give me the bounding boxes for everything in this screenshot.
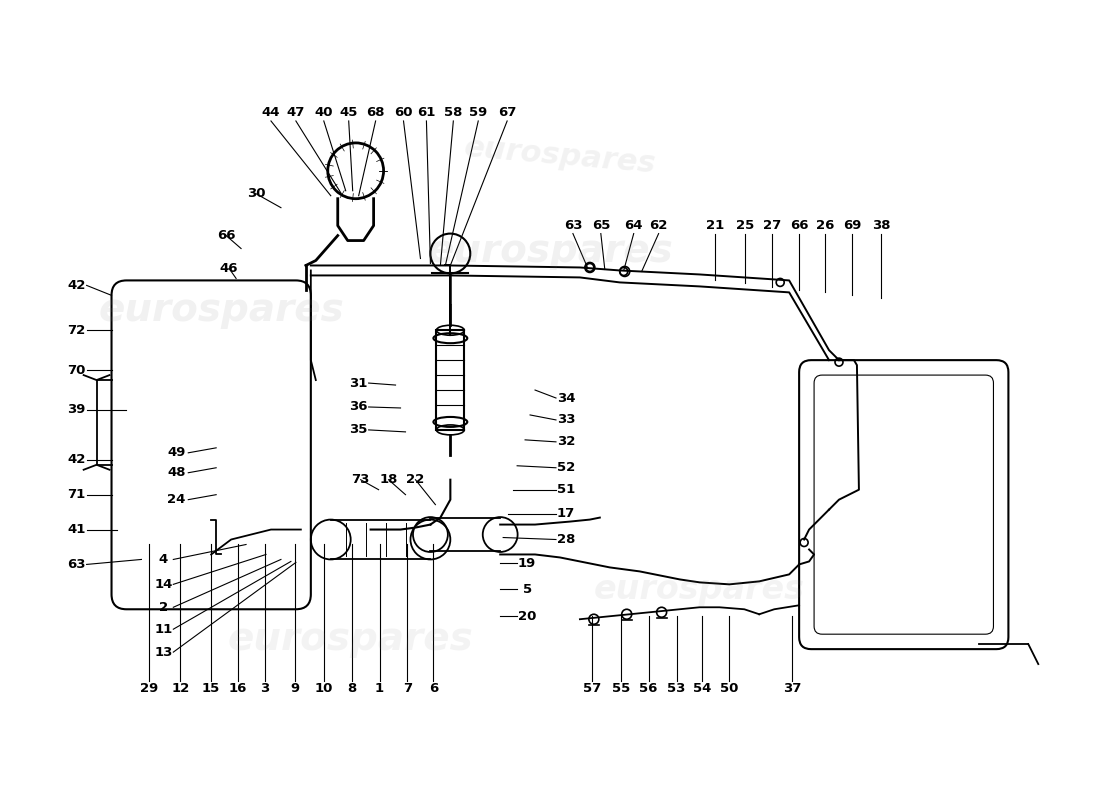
Text: 69: 69 xyxy=(843,219,861,232)
Text: 6: 6 xyxy=(429,682,438,695)
Text: 35: 35 xyxy=(350,423,367,436)
Text: 72: 72 xyxy=(67,324,86,337)
Text: 42: 42 xyxy=(67,279,86,292)
Text: 51: 51 xyxy=(557,483,575,496)
Text: 42: 42 xyxy=(67,454,86,466)
Text: 60: 60 xyxy=(394,106,412,119)
Text: 44: 44 xyxy=(262,106,280,119)
Text: 10: 10 xyxy=(315,682,333,695)
Text: eurospares: eurospares xyxy=(98,291,344,330)
Text: 38: 38 xyxy=(871,219,890,232)
Text: 48: 48 xyxy=(167,466,186,479)
Text: 11: 11 xyxy=(154,622,173,636)
Text: 30: 30 xyxy=(246,187,265,200)
Text: 73: 73 xyxy=(352,474,370,486)
Text: 50: 50 xyxy=(720,682,738,695)
Text: eurospares: eurospares xyxy=(463,133,657,178)
Text: 1: 1 xyxy=(375,682,384,695)
Text: 39: 39 xyxy=(67,403,86,417)
Text: 41: 41 xyxy=(67,523,86,536)
Text: 8: 8 xyxy=(348,682,356,695)
Text: 9: 9 xyxy=(290,682,299,695)
Text: 28: 28 xyxy=(557,533,575,546)
Text: 54: 54 xyxy=(693,682,712,695)
Text: 3: 3 xyxy=(261,682,270,695)
Text: 49: 49 xyxy=(167,446,186,459)
Text: 12: 12 xyxy=(172,682,189,695)
Text: eurospares: eurospares xyxy=(228,620,474,658)
Text: 13: 13 xyxy=(154,646,173,658)
Text: 36: 36 xyxy=(350,401,367,414)
Text: 20: 20 xyxy=(518,610,537,622)
Text: 59: 59 xyxy=(469,106,487,119)
Text: 55: 55 xyxy=(612,682,630,695)
Text: 25: 25 xyxy=(736,219,755,232)
Text: 66: 66 xyxy=(790,219,808,232)
Text: 29: 29 xyxy=(141,682,158,695)
Text: 16: 16 xyxy=(229,682,248,695)
Text: 34: 34 xyxy=(557,391,575,405)
Text: 68: 68 xyxy=(366,106,385,119)
Text: 15: 15 xyxy=(202,682,220,695)
Text: 17: 17 xyxy=(557,507,575,520)
Text: 37: 37 xyxy=(783,682,801,695)
Text: 2: 2 xyxy=(158,601,168,614)
Text: eurospares: eurospares xyxy=(594,573,805,606)
Text: 71: 71 xyxy=(67,488,86,501)
Text: 66: 66 xyxy=(217,229,235,242)
Text: 47: 47 xyxy=(287,106,305,119)
Text: 61: 61 xyxy=(417,106,436,119)
Text: 46: 46 xyxy=(220,262,239,275)
Text: 70: 70 xyxy=(67,364,86,377)
Text: 53: 53 xyxy=(668,682,685,695)
Text: 64: 64 xyxy=(625,219,644,232)
Text: 52: 52 xyxy=(557,462,575,474)
Text: 57: 57 xyxy=(583,682,601,695)
Text: 31: 31 xyxy=(350,377,367,390)
Text: 62: 62 xyxy=(649,219,668,232)
Text: 56: 56 xyxy=(639,682,658,695)
Text: 33: 33 xyxy=(557,414,575,426)
Text: 4: 4 xyxy=(158,553,168,566)
Text: 19: 19 xyxy=(518,557,536,570)
Text: 14: 14 xyxy=(154,578,173,591)
Text: 21: 21 xyxy=(706,219,725,232)
Text: eurospares: eurospares xyxy=(427,231,673,270)
Text: 40: 40 xyxy=(315,106,333,119)
Bar xyxy=(437,330,464,430)
Text: 24: 24 xyxy=(167,493,186,506)
Text: 65: 65 xyxy=(592,219,611,232)
Text: 32: 32 xyxy=(557,435,575,448)
Text: 63: 63 xyxy=(67,558,86,571)
Text: 22: 22 xyxy=(406,474,425,486)
Text: 26: 26 xyxy=(816,219,834,232)
Text: 5: 5 xyxy=(522,583,531,596)
Text: 45: 45 xyxy=(340,106,358,119)
Text: 18: 18 xyxy=(379,474,398,486)
Text: 7: 7 xyxy=(403,682,412,695)
Text: 27: 27 xyxy=(763,219,781,232)
Text: 67: 67 xyxy=(498,106,516,119)
Text: 63: 63 xyxy=(563,219,582,232)
Text: 58: 58 xyxy=(444,106,462,119)
